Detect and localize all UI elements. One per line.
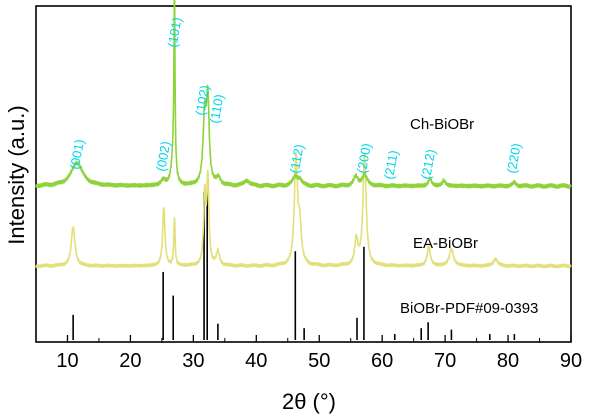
x-axis-ticks: 10 20 30 40 50 60 70 80 90 — [35, 335, 582, 372]
x-tick-label: 90 — [560, 350, 582, 372]
peak-index-label: (110) — [207, 93, 227, 125]
reference-sticks — [72, 192, 516, 340]
ch-series-line — [35, 0, 572, 189]
ea-series-label: EA-BiOBr — [413, 235, 478, 252]
ea-series-group — [35, 151, 572, 269]
x-tick-label: 10 — [56, 350, 78, 372]
x-tick-label: 70 — [434, 350, 456, 372]
x-tick-label: 50 — [308, 350, 330, 372]
x-tick-label: 20 — [119, 350, 141, 372]
peak-index-label: (001) — [67, 138, 87, 171]
plot-frame — [35, 5, 572, 343]
ea-series-line — [35, 151, 572, 269]
x-tick-label: 60 — [371, 350, 393, 372]
peak-index-label: (002) — [153, 140, 173, 173]
y-axis-title: Intensity (a.u.) — [4, 105, 29, 244]
ch-series-group — [35, 0, 572, 189]
ch-series-label: Ch-BiOBr — [410, 116, 474, 133]
x-tick-label: 30 — [182, 350, 204, 372]
peak-index-label: (101) — [165, 16, 185, 49]
x-tick-label: 40 — [245, 350, 267, 372]
peak-index-label: (212) — [418, 148, 438, 181]
peak-index-label: (200) — [354, 142, 374, 175]
peak-index-label: (112) — [287, 143, 307, 175]
peak-labels: (001) (002) (101) (102)(110) (112) (200) (211)… — [67, 16, 524, 181]
x-tick-label: 80 — [497, 350, 519, 372]
peak-index-label: (211) — [381, 149, 401, 181]
peak-index-label: (102) — [192, 84, 212, 117]
ref-series-label: BiOBr-PDF#09-0393 — [400, 300, 538, 317]
peak-index-label: (220) — [504, 142, 524, 175]
x-axis-title: 2θ (°) — [282, 389, 336, 414]
